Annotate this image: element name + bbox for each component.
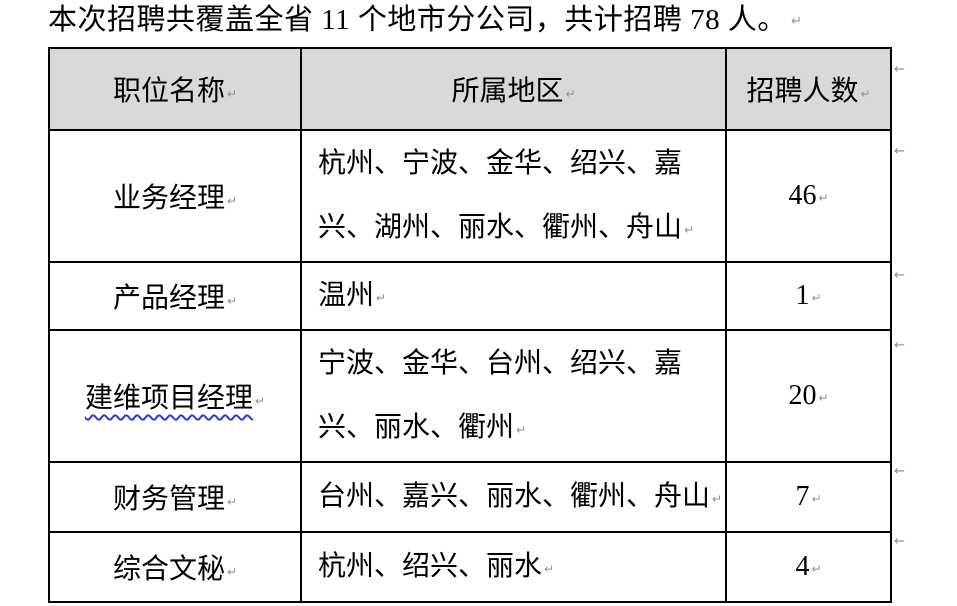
- cell-regions: 杭州、绍兴、丽水 ↵: [300, 531, 727, 603]
- row-end-mark-icon: ←: [894, 338, 905, 353]
- cell-mark-icon: ↵: [818, 391, 829, 405]
- cell-mark-icon: ↵: [376, 291, 387, 305]
- row-end-mark-icon: ←: [894, 534, 905, 549]
- cell-mark-icon: ↵: [516, 423, 527, 437]
- recruitment-table: 职位名称 ↵ 所属地区 ↵ 招聘人数 ↵ 业务经理 ↵ 杭州、宁波、金华、绍兴、嘉兴、湖…: [48, 47, 892, 603]
- intro-paragraph: 本次招聘共覆盖全省 11 个地市分公司，共计招聘 78 人。 ↵: [48, 1, 802, 41]
- cell-mark-icon: ↵: [684, 223, 695, 237]
- row-end-mark-icon: ←: [894, 62, 905, 77]
- cell-mark-icon: ↵: [226, 565, 238, 579]
- table-header-row: 职位名称 ↵ 所属地区 ↵ 招聘人数 ↵: [48, 47, 892, 131]
- paragraph-mark-icon: ↵: [790, 14, 803, 29]
- cell-mark-icon: ↵: [811, 291, 822, 305]
- cell-regions: 杭州、宁波、金华、绍兴、嘉兴、湖州、丽水、衢州、舟山 ↵: [300, 129, 727, 263]
- cell-position: 业务经理 ↵: [48, 129, 302, 263]
- header-headcount: 招聘人数 ↵: [725, 47, 892, 131]
- spellcheck-underlined-text: 建维项目经理: [84, 383, 253, 414]
- cell-headcount: 7 ↵: [725, 461, 892, 533]
- row-end-mark-icon: ←: [894, 144, 905, 159]
- row-end-mark-icon: ←: [894, 464, 905, 479]
- cell-headcount: 1 ↵: [725, 261, 892, 331]
- cell-headcount: 4 ↵: [725, 531, 892, 603]
- cell-regions: 宁波、金华、台州、绍兴、嘉兴、丽水、衢州 ↵: [300, 329, 727, 463]
- cell-mark-icon: ↵: [811, 492, 822, 506]
- table-row: 财务管理 ↵ 台州、嘉兴、丽水、衢州、舟山 ↵ 7 ↵: [48, 461, 892, 533]
- header-region: 所属地区 ↵: [300, 47, 727, 131]
- cell-position: 综合文秘 ↵: [48, 531, 302, 603]
- cell-position: 财务管理 ↵: [48, 461, 302, 533]
- cell-headcount: 46 ↵: [725, 129, 892, 263]
- cell-position: 产品经理 ↵: [48, 261, 302, 331]
- cell-mark-icon: ↵: [226, 294, 238, 308]
- cell-mark-icon: ↵: [226, 194, 238, 208]
- cell-mark-icon: ↵: [818, 191, 829, 205]
- cell-mark-icon: ↵: [226, 87, 238, 101]
- cell-position: 建维项目经理 ↵: [48, 329, 302, 463]
- table-row: 产品经理 ↵ 温州 ↵ 1 ↵: [48, 261, 892, 331]
- cell-headcount: 20 ↵: [725, 329, 892, 463]
- table-row: 综合文秘 ↵ 杭州、绍兴、丽水 ↵ 4 ↵: [48, 531, 892, 603]
- cell-mark-icon: ↵: [811, 562, 822, 576]
- cell-mark-icon: ↵: [544, 562, 555, 576]
- cell-regions: 温州 ↵: [300, 261, 727, 331]
- intro-text: 本次招聘共覆盖全省 11 个地市分公司，共计招聘 78 人。: [48, 4, 787, 36]
- table-row: 业务经理 ↵ 杭州、宁波、金华、绍兴、嘉兴、湖州、丽水、衢州、舟山 ↵ 46 ↵: [48, 129, 892, 263]
- cell-mark-icon: ↵: [712, 492, 723, 506]
- cell-mark-icon: ↵: [254, 394, 266, 408]
- cell-mark-icon: ↵: [226, 495, 238, 509]
- row-end-mark-icon: ←: [894, 268, 905, 283]
- cell-mark-icon: ↵: [860, 87, 871, 101]
- header-position: 职位名称 ↵: [48, 47, 302, 131]
- cell-regions: 台州、嘉兴、丽水、衢州、舟山 ↵: [300, 461, 727, 533]
- table-row: 建维项目经理 ↵ 宁波、金华、台州、绍兴、嘉兴、丽水、衢州 ↵ 20 ↵: [48, 329, 892, 463]
- cell-mark-icon: ↵: [565, 87, 576, 101]
